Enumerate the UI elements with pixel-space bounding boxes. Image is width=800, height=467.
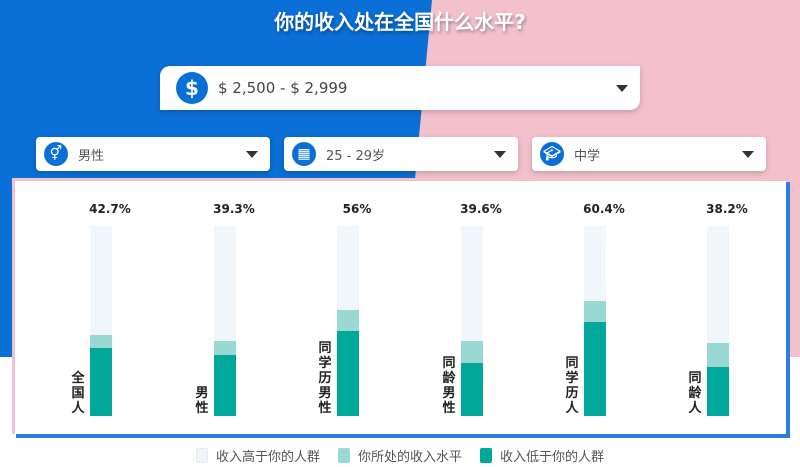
- legend-item-higher: 收入高于你的人群: [195, 446, 320, 465]
- bar-segment-lower: [707, 366, 729, 416]
- bar-segment-your-level: [337, 309, 359, 331]
- bar-segment-your-level: [707, 343, 729, 367]
- bar-segment-your-level: [461, 340, 483, 363]
- chevron-down-icon: [616, 84, 628, 92]
- birthday-cake-icon: ▦: [292, 142, 316, 166]
- chevron-down-icon: [246, 150, 258, 158]
- gender-select[interactable]: ⚥ 男性: [36, 137, 270, 171]
- bar-2: [337, 226, 359, 416]
- bar-5: [707, 226, 729, 416]
- legend-label: 收入低于你的人群: [500, 450, 605, 465]
- bar-segment-your-level: [584, 301, 606, 322]
- legend-item-your-level: 你所处的收入水平: [337, 446, 462, 465]
- bar-segment-lower: [337, 330, 359, 416]
- data-label: 42.7%: [89, 202, 131, 216]
- legend-item-lower: 收入低于你的人群: [480, 446, 604, 465]
- data-label: 39.3%: [213, 202, 255, 216]
- age-value: 25 - 29岁: [326, 148, 386, 164]
- bar-4: [584, 226, 606, 416]
- income-value: $ 2,500 - $ 2,999: [218, 79, 348, 97]
- data-label: 39.6%: [460, 202, 502, 216]
- graduation-cap-icon: 🎓︎: [540, 142, 564, 166]
- legend-label: 你所处的收入水平: [357, 450, 462, 465]
- bar-segment-lower: [214, 355, 236, 416]
- legend-swatch: [195, 448, 208, 463]
- category-label: 全国人: [71, 371, 85, 416]
- income-select[interactable]: $ $ 2,500 - $ 2,999: [160, 66, 640, 110]
- page-title: 你的收入处在全国什么水平?: [274, 10, 526, 34]
- bar-1: [214, 226, 236, 416]
- bar-segment-your-level: [214, 341, 236, 356]
- education-select[interactable]: 🎓︎ 中学: [532, 137, 766, 171]
- age-select[interactable]: ▦ 25 - 29岁: [284, 137, 518, 171]
- category-label: 同龄男性: [442, 356, 456, 416]
- chevron-down-icon: [742, 150, 754, 158]
- dollar-icon: $: [176, 72, 208, 104]
- legend-swatch: [480, 448, 492, 463]
- chart-card: [12, 178, 786, 434]
- bar-segment-lower: [584, 321, 606, 416]
- data-label: 56%: [342, 202, 372, 216]
- bar-segment-lower: [461, 362, 483, 416]
- category-label: 男性: [195, 386, 209, 416]
- bar-segment-your-level: [90, 334, 112, 348]
- data-label: 60.4%: [583, 202, 625, 216]
- legend-label: 收入高于你的人群: [215, 450, 320, 465]
- category-label: 同龄人: [688, 371, 702, 416]
- category-label: 同学历男性: [318, 341, 332, 416]
- data-label: 38.2%: [706, 202, 748, 216]
- legend-swatch: [337, 448, 350, 463]
- chevron-down-icon: [494, 150, 506, 158]
- gender-icon: ⚥: [44, 142, 68, 166]
- legend: 收入高于你的人群 你所处的收入水平 收入低于你的人群: [0, 446, 800, 465]
- category-label: 同学历人: [565, 356, 579, 416]
- gender-value: 男性: [78, 148, 105, 164]
- bar-segment-lower: [90, 347, 112, 416]
- bar-0: [90, 226, 112, 416]
- bar-3: [461, 226, 483, 416]
- education-value: 中学: [574, 148, 601, 164]
